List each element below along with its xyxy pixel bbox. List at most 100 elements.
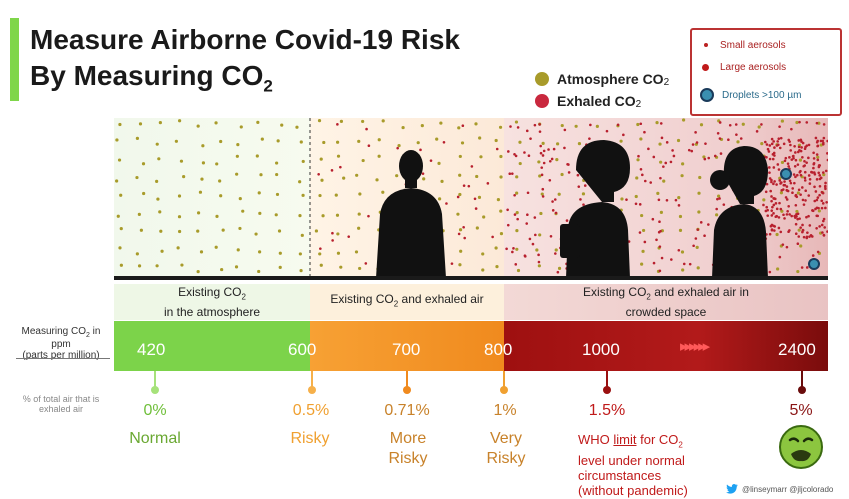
marker-dot-more-risky — [403, 386, 411, 394]
atmosphere-particle — [256, 120, 260, 124]
atmosphere-particle — [381, 119, 385, 123]
exhaled-particle — [799, 173, 803, 177]
atmosphere-particle — [139, 228, 143, 232]
exhaled-particle — [764, 140, 767, 144]
atmosphere-particle — [201, 144, 205, 148]
exhaled-particle — [505, 247, 508, 251]
atmosphere-particle — [540, 192, 544, 196]
exhaled-particle — [474, 207, 478, 210]
atmosphere-particle — [377, 154, 381, 158]
atmosphere-particle — [375, 178, 379, 182]
atmosphere-particle — [258, 211, 262, 215]
exhaled-particle — [778, 201, 781, 205]
atmosphere-particle — [275, 192, 280, 197]
credit: @linseymarr @jljcolorado — [726, 484, 833, 494]
exhaled-particle — [821, 231, 824, 234]
atmosphere-particle — [422, 177, 426, 181]
exhaled-particle — [707, 156, 711, 160]
atmosphere-particle — [695, 245, 699, 249]
atmosphere-particle — [560, 172, 564, 177]
exhaled-particle — [802, 164, 805, 168]
exhaled-particle — [786, 189, 789, 192]
atmosphere-particle — [778, 176, 782, 180]
atmosphere-particle — [176, 246, 180, 250]
exhaled-particle — [783, 159, 787, 163]
exhaled-particle — [695, 141, 699, 144]
exhaled-particle — [787, 204, 790, 208]
exhaled-particle — [784, 196, 788, 199]
atmosphere-particle — [555, 158, 559, 162]
exhaled-particle — [817, 165, 821, 169]
exhaled-particle — [815, 226, 818, 230]
exhaled-particle — [798, 170, 802, 174]
scene-bg-normal — [114, 118, 310, 278]
marker-line-very-risky — [503, 371, 505, 389]
exhaled-particle — [793, 181, 796, 185]
exhaled-particle — [821, 191, 825, 195]
exhaled-particle — [794, 158, 798, 162]
atmosphere-particle — [221, 228, 225, 232]
exhaled-particle — [538, 123, 541, 126]
exhaled-particle — [772, 203, 776, 207]
exhaled-particle — [785, 198, 789, 201]
exhaled-particle — [579, 198, 582, 201]
exhaled-particle — [566, 162, 569, 166]
title-line-2: By Measuring CO2 — [30, 60, 273, 96]
atmosphere-particle — [736, 140, 740, 144]
exhaled-particle — [456, 195, 460, 199]
exhaled-particle — [805, 121, 809, 124]
exhaled-particle — [788, 156, 791, 159]
exhaled-particle — [804, 189, 808, 193]
exhaled-particle — [768, 171, 771, 174]
exhaled-particle — [770, 195, 773, 198]
atmosphere-particle — [457, 126, 461, 130]
exhaled-particle — [523, 254, 527, 257]
exhaled-particle — [818, 177, 822, 181]
exhaled-particle — [467, 184, 471, 188]
exhaled-particle — [792, 173, 796, 176]
exhaled-particle — [541, 195, 545, 198]
atmosphere-particle — [160, 249, 164, 253]
legend-atmosphere: Atmosphere CO 2 — [535, 68, 669, 90]
exhaled-particle — [788, 179, 792, 183]
exhaled-particle — [795, 215, 798, 218]
exhaled-particle — [770, 199, 773, 203]
exhaled-particle — [820, 206, 824, 210]
exhaled-particle — [692, 244, 695, 248]
exhaled-particle — [638, 203, 642, 206]
atmosphere-particle — [581, 192, 586, 196]
exhaled-particle — [513, 193, 516, 197]
atmosphere-particle — [458, 173, 462, 177]
atmosphere-particle — [180, 263, 184, 267]
exhaled-particle — [734, 123, 738, 126]
exhaled-particle — [805, 235, 809, 239]
exhaled-particle — [776, 143, 780, 147]
legend-small-aerosols: Small aerosols — [700, 34, 840, 56]
exhaled-particle — [777, 137, 781, 141]
atmosphere-particle — [238, 226, 242, 231]
exhaled-particle — [812, 162, 816, 166]
exhaled-particle — [588, 137, 591, 140]
exhaled-particle — [798, 217, 801, 220]
exhaled-particle — [782, 213, 785, 217]
exhaled-particle — [803, 170, 807, 174]
exhaled-particle — [534, 233, 537, 237]
exhaled-particle — [772, 212, 775, 215]
atmosphere-particle — [182, 174, 186, 179]
atmosphere-particle — [158, 210, 162, 214]
atmosphere-particle — [515, 247, 519, 251]
exhaled-particle — [677, 204, 681, 207]
exhaled-particle — [801, 186, 804, 189]
atmosphere-particle — [779, 191, 784, 195]
exhaled-particle — [815, 198, 819, 202]
atmosphere-particle — [274, 213, 278, 217]
exhaled-particle — [421, 172, 425, 175]
atmosphere-particle — [639, 137, 643, 141]
marker-line-risky — [311, 371, 313, 389]
exhaled-particle — [495, 147, 499, 151]
atmosphere-particle — [321, 214, 325, 218]
exhaled-particle — [509, 125, 512, 128]
exhaled-particle — [791, 154, 795, 158]
exhaled-particle — [461, 124, 465, 128]
atmosphere-particle — [219, 194, 223, 198]
